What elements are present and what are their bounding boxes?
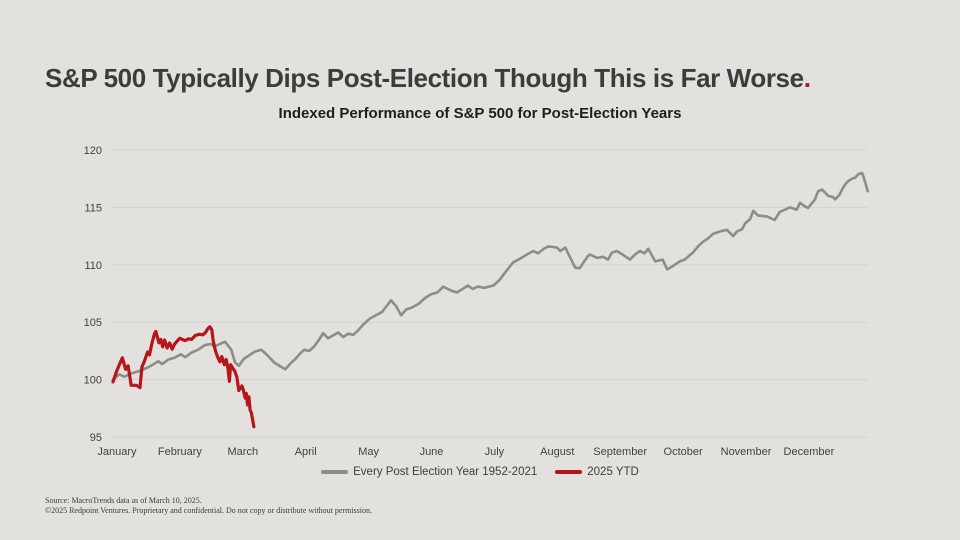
- x-axis-tick-january: January: [97, 446, 137, 458]
- y-axis-tick-110: 110: [84, 260, 102, 272]
- legend-item-2025-ytd: 2025 YTD: [555, 466, 639, 478]
- x-axis-tick-august: August: [540, 446, 574, 458]
- source-line-2: ©2025 Redpoint Ventures. Proprietary and…: [45, 506, 372, 515]
- x-axis-tick-april: April: [295, 446, 317, 458]
- x-axis-tick-september: September: [593, 446, 647, 458]
- page-title-text: S&P 500 Typically Dips Post-Election Tho…: [45, 63, 804, 94]
- post-election-average-line: [111, 171, 870, 381]
- legend-label-2025-ytd: 2025 YTD: [587, 466, 639, 478]
- x-axis-tick-december: December: [784, 446, 835, 458]
- x-axis-tick-november: November: [721, 446, 772, 458]
- x-axis-tick-march: March: [228, 446, 259, 458]
- page-title-red-period: .: [803, 63, 811, 94]
- page-title: S&P 500 Typically Dips Post-Election Tho…: [45, 63, 935, 94]
- gray-line-swatch-icon: [321, 470, 349, 474]
- y-axis-tick-95: 95: [90, 432, 102, 444]
- y-axis-tick-115: 115: [84, 202, 102, 214]
- source-line-1: Source: MacroTrends data as of March 10,…: [45, 496, 202, 505]
- y-axis-tick-100: 100: [84, 375, 102, 387]
- chart-legend: Every Post Election Year 1952-2021 2025 …: [0, 466, 960, 478]
- ytd-2025-line: [111, 325, 256, 429]
- x-axis-tick-july: July: [485, 446, 505, 458]
- x-axis-tick-may: May: [358, 446, 379, 458]
- chart-title: Indexed Performance of S&P 500 for Post-…: [278, 105, 682, 122]
- red-line-swatch-icon: [555, 470, 583, 474]
- x-axis-tick-october: October: [664, 446, 703, 458]
- x-axis-tick-june: June: [420, 446, 444, 458]
- y-axis-tick-105: 105: [84, 317, 102, 329]
- y-axis-tick-120: 120: [84, 145, 102, 157]
- source-note: Source: MacroTrends data as of March 10,…: [45, 496, 372, 516]
- x-axis-tick-february: February: [158, 446, 203, 458]
- legend-item-post-election-avg: Every Post Election Year 1952-2021: [321, 466, 537, 478]
- legend-label-post-election-avg: Every Post Election Year 1952-2021: [353, 466, 538, 478]
